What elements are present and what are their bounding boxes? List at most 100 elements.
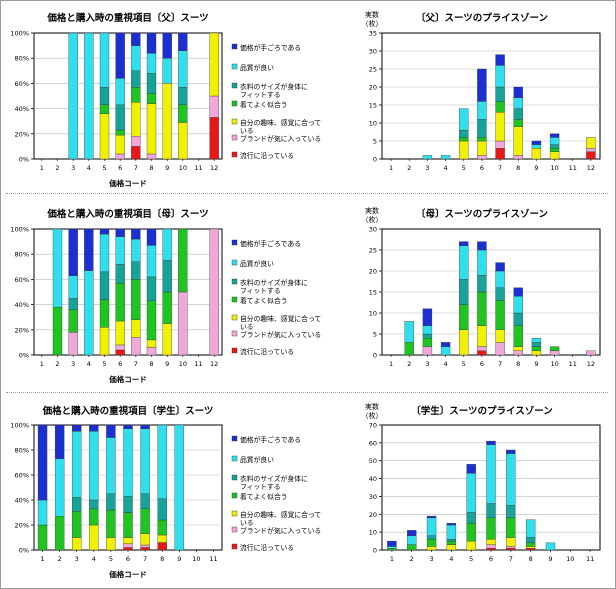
x-tick-label: 1: [40, 164, 44, 172]
x-tick-label: 2: [55, 164, 59, 172]
x-tick-label: 3: [429, 555, 433, 563]
bar-segment: [123, 424, 133, 429]
x-tick-label: 1: [389, 360, 393, 368]
bar-segment: [123, 537, 133, 544]
bar-segment: [140, 508, 150, 534]
bar-segment: [486, 440, 496, 445]
bar-segment: [446, 544, 457, 551]
bar-segment: [422, 333, 433, 339]
y-tick-label: 70: [369, 422, 377, 430]
legend-label: 価格が手ごろである: [240, 239, 301, 248]
x-tick-label: 4: [92, 555, 96, 563]
bar-segment: [477, 291, 487, 326]
x-tick-label: 1: [40, 360, 44, 368]
bar-segment: [115, 228, 125, 237]
bar-segment: [586, 350, 596, 356]
legend-label: 着てよく似合う: [240, 492, 288, 501]
bar-segment: [506, 546, 516, 549]
bar-segment: [209, 228, 219, 356]
bar-segment: [422, 325, 433, 335]
bar-segment: [146, 93, 157, 104]
y-tick-label: 80%: [15, 55, 29, 63]
y-tick-label: 50: [369, 457, 377, 465]
bar-segment: [37, 524, 48, 551]
bar-segment: [495, 101, 505, 113]
bar-segment: [99, 113, 110, 160]
y-tick-label: 40%: [15, 105, 29, 113]
bar-segment: [140, 424, 150, 429]
x-tick-label: 2: [407, 360, 411, 368]
bar-segment: [162, 323, 172, 356]
x-tick-label: 8: [516, 360, 520, 368]
y-tick-label: 100%: [10, 422, 29, 430]
bar-segment: [162, 83, 172, 160]
x-tick-label: 8: [529, 555, 533, 563]
x-tick-label: 9: [548, 555, 552, 563]
bar-segment: [131, 319, 141, 338]
bar-segment: [146, 32, 157, 54]
bar-segment: [115, 320, 125, 346]
bar-segment: [72, 511, 82, 538]
bar-segment: [99, 104, 110, 114]
plot-area: [33, 228, 223, 356]
bar-segment: [162, 260, 172, 293]
legend-swatch: [231, 296, 238, 303]
legend-label: ブランドが気に入っている: [240, 526, 321, 535]
bar-segment: [115, 104, 125, 131]
bar-segment: [178, 122, 188, 160]
bar-segment: [495, 287, 505, 301]
x-tick-label: 9: [165, 360, 169, 368]
bar-segment: [545, 542, 556, 551]
x-axis-label: 価格コード: [108, 569, 147, 579]
bar-segment: [157, 542, 167, 551]
x-tick-label: 6: [126, 555, 130, 563]
x-tick-label: 7: [143, 555, 147, 563]
bar-segment: [495, 86, 505, 102]
bar-segment: [495, 262, 505, 272]
bar-segment: [84, 270, 94, 356]
x-tick-label: 11: [569, 360, 577, 368]
bar-segment: [162, 58, 172, 84]
x-tick-label: 5: [109, 555, 113, 563]
bar-segment: [72, 537, 82, 551]
bar-segment: [115, 264, 125, 284]
bar-segment: [99, 233, 110, 273]
bar-segment: [513, 119, 523, 127]
x-tick-label: 4: [444, 164, 448, 172]
bar-segment: [495, 65, 505, 88]
y-tick-label: 25: [369, 66, 377, 74]
legend-label: 価格が手ごろである: [240, 435, 301, 444]
bar-segment: [525, 548, 536, 551]
x-tick-label: 11: [209, 555, 217, 563]
chart-title: 価格と購入時の重視項目〔母〕スーツ: [46, 208, 208, 220]
legend-label: ブランドが気に入っている: [240, 134, 321, 143]
y-tick-label: 60%: [15, 276, 29, 284]
bar-segment: [549, 350, 560, 356]
bar-segment: [495, 300, 505, 330]
bar-segment: [486, 444, 496, 504]
bar-segment: [513, 325, 523, 347]
bar-segment: [146, 153, 157, 160]
legend-swatch: [231, 543, 238, 550]
plot-area: [33, 32, 223, 160]
y-tick-label: 0%: [19, 352, 29, 360]
legend-label: いる: [240, 323, 254, 331]
x-tick-label: 12: [587, 360, 595, 368]
bar-segment: [513, 287, 523, 297]
bar-segment: [84, 32, 94, 160]
bar-segment: [178, 50, 188, 88]
bar-segment: [99, 87, 110, 105]
bar-segment: [513, 346, 523, 351]
legend-label: 着てよく似合う: [240, 296, 288, 305]
bar-segment: [131, 32, 141, 46]
y-tick-label: 30: [369, 493, 377, 501]
x-tick-label: 5: [102, 164, 106, 172]
bar-segment: [513, 296, 523, 314]
bar-segment: [209, 117, 219, 160]
bar-segment: [426, 539, 437, 547]
bar-segment: [99, 271, 110, 300]
x-tick-label: 7: [498, 164, 502, 172]
legend-label: 価格が手ごろである: [240, 43, 301, 52]
bar-segment: [459, 108, 469, 131]
legend-label: 流行に沿っている: [240, 347, 294, 356]
